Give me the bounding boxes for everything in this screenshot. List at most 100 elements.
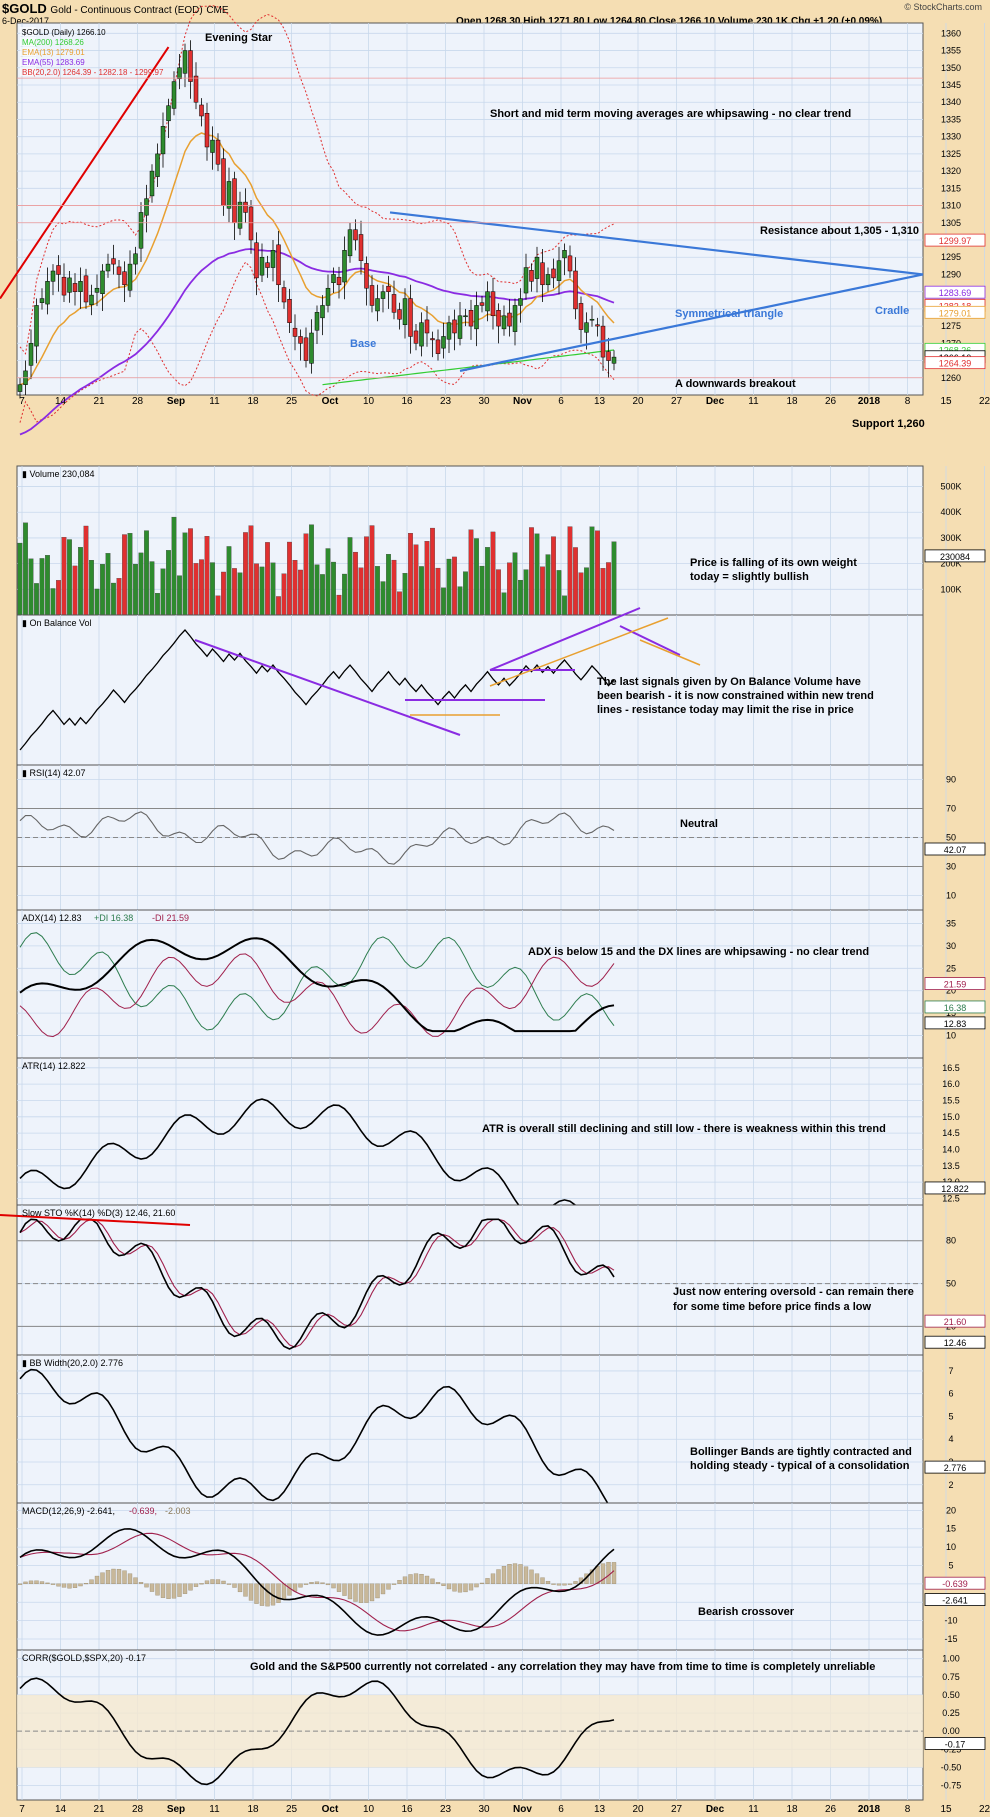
- macd-tick-label: 20: [946, 1505, 956, 1515]
- candle-body: [287, 298, 292, 323]
- volume-bar: [386, 554, 391, 616]
- candle-body: [100, 270, 105, 294]
- triangle-lower-line: [459, 273, 924, 372]
- macd-histogram-bar: [265, 1583, 270, 1607]
- macd-histogram-bar: [562, 1583, 567, 1586]
- volume-bar: [501, 592, 507, 616]
- volume-bar: [496, 569, 501, 616]
- macd-histogram-bar: [523, 1566, 529, 1585]
- bbw-tick-label: 7: [948, 1366, 953, 1376]
- sto-value-tag-bg: [924, 1314, 986, 1328]
- macd-histogram-bar: [193, 1583, 199, 1587]
- candle-body: [479, 302, 485, 306]
- rsi-tick-label: 10: [946, 891, 956, 901]
- macd-histogram-bar: [463, 1583, 468, 1593]
- candle-body: [358, 234, 364, 261]
- rsi-tick-label: 90: [946, 775, 956, 785]
- x-axis-label-top: Dec: [706, 396, 725, 407]
- candle-body: [468, 310, 474, 327]
- volume-bar: [408, 533, 413, 616]
- corr-note: Gold and the S&P500 currently not correl…: [250, 1661, 875, 1673]
- volume-bar: [342, 573, 347, 616]
- macd-histogram-bar: [23, 1581, 28, 1585]
- obv-line: [19, 629, 615, 751]
- candle-body: [155, 153, 160, 177]
- bbw-tick-label: 2: [948, 1480, 953, 1490]
- volume-bar: [578, 572, 584, 616]
- x-axis-label-top: 26: [825, 396, 837, 407]
- candle-body: [490, 291, 496, 317]
- macd-histogram-bar: [380, 1583, 386, 1595]
- candle-body: [430, 338, 435, 341]
- sto-note-line2: for some time before price finds a low: [673, 1301, 871, 1313]
- macd-legend: MACD(12,26,9) -2.641,: [22, 1506, 115, 1516]
- x-axis-label-top: 18: [786, 396, 798, 407]
- volume-bar: [94, 588, 100, 616]
- price-tick-label: 1315: [941, 183, 961, 193]
- x-axis-label-bottom: 11: [209, 1804, 220, 1815]
- volume-bar: [446, 558, 452, 616]
- volume-bar: [270, 562, 276, 616]
- candle-body: [226, 181, 232, 209]
- sto-tick-label: 80: [946, 1236, 956, 1246]
- legend-bg: [20, 57, 36, 66]
- price-legend-item: EMA(55) 1283.69: [22, 58, 85, 67]
- volume-bar: [430, 527, 435, 616]
- volume-bar: [567, 526, 573, 616]
- price-legend-item: $GOLD (Daily) 1266.10: [22, 28, 106, 37]
- macd-tick-label: 5: [948, 1560, 953, 1570]
- volume-bar: [182, 532, 188, 616]
- legend-bg: [20, 47, 36, 56]
- candle-body: [408, 298, 413, 337]
- volume-bar: [600, 568, 606, 616]
- price-value-tag-bg: [924, 305, 986, 319]
- chart-date: 6-Dec-2017: [2, 16, 50, 26]
- price-value-tag: 1283.69: [939, 288, 972, 298]
- candle-body: [34, 305, 39, 347]
- adx-value-tag: 16.38: [944, 1003, 967, 1013]
- sto-d-line: [19, 1218, 615, 1348]
- x-axis-label-bottom: Dec: [706, 1804, 725, 1815]
- candle-body: [578, 303, 584, 330]
- macd-histogram-bar: [17, 1583, 23, 1585]
- watermark: © StockCharts.com: [904, 2, 982, 12]
- bbw-note-line1: Bollinger Bands are tightly contracted a…: [690, 1446, 912, 1458]
- volume-bar: [413, 544, 419, 616]
- candle-body: [83, 275, 89, 303]
- candle-body: [45, 281, 50, 305]
- macd-histogram-bar: [303, 1583, 309, 1585]
- candle-body: [248, 206, 254, 241]
- volume-bar: [155, 593, 160, 616]
- x-axis-label-bottom: 7: [19, 1804, 25, 1815]
- obv-new-down: [619, 625, 681, 656]
- macd-histogram-bar: [567, 1583, 573, 1585]
- macd-histogram-bar: [331, 1583, 336, 1589]
- price-legend-item: BB(20,2.0) 1264.39 - 1282.18 - 1299.97: [22, 68, 164, 77]
- bbw-legend: ▮ BB Width(20,2.0) 2.776: [22, 1358, 123, 1368]
- macd-histogram-bar: [600, 1563, 606, 1584]
- x-axis-label-bottom: 26: [825, 1804, 837, 1815]
- plus-di-line: [19, 932, 615, 1031]
- volume-bar: [188, 528, 193, 616]
- atr-tick-label: 13.5: [942, 1161, 960, 1171]
- macd-histogram-bar: [116, 1568, 122, 1584]
- x-axis-label-bottom: 18: [786, 1804, 798, 1815]
- volume-bar: [419, 566, 424, 616]
- price-tick-label: 1350: [941, 63, 961, 73]
- x-axis-label-bottom: 6: [558, 1804, 564, 1815]
- candle-body: [17, 384, 23, 392]
- candle-body: [589, 318, 595, 321]
- candle-body: [413, 330, 419, 344]
- candle-body: [369, 285, 375, 306]
- x-axis-label-top: 18: [247, 396, 259, 407]
- macd-histogram-bar: [501, 1566, 507, 1584]
- x-axis-label-top: 21: [93, 396, 105, 407]
- macd-histogram-bar: [149, 1583, 155, 1592]
- volume-tick-label: 300K: [940, 533, 961, 543]
- macd-histogram-bar: [529, 1569, 534, 1584]
- candle-body: [545, 274, 551, 286]
- volume-bar: [320, 574, 325, 616]
- macd-histogram-bar: [375, 1583, 380, 1599]
- macd-histogram-bar: [457, 1583, 463, 1593]
- volume-bar: [276, 596, 281, 616]
